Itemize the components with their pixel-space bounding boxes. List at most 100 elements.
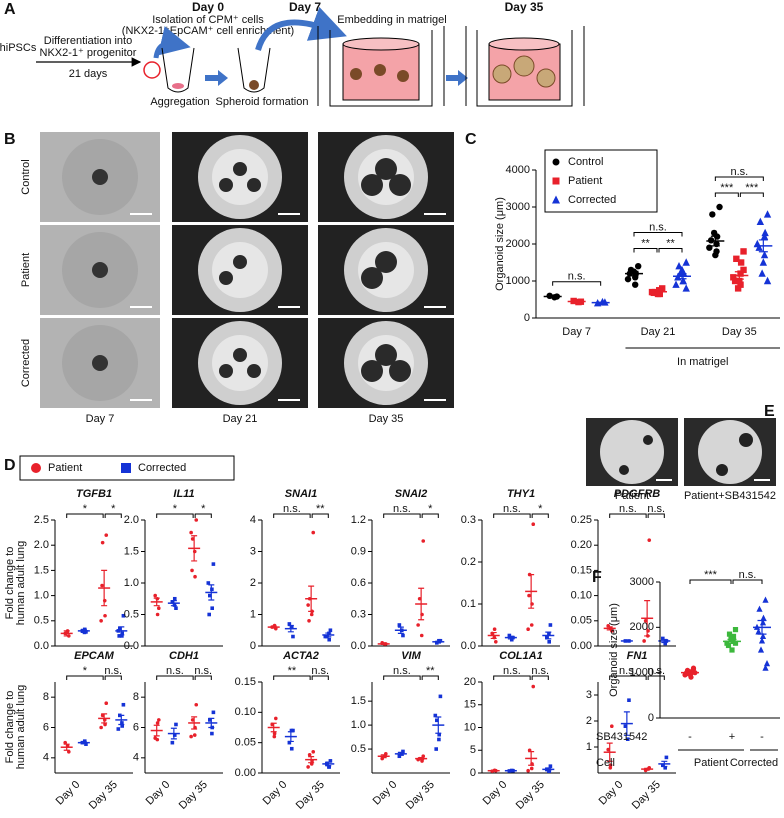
image-label: Patient+SB431542 <box>684 490 776 502</box>
y-tick-label: 0.0 <box>124 640 139 652</box>
data-point <box>632 274 639 281</box>
y-tick-label: 0.0 <box>34 640 49 652</box>
y-tick-label: 0.15 <box>235 676 256 688</box>
data-point <box>193 574 197 579</box>
data-point <box>726 631 733 637</box>
error-bar <box>191 716 198 730</box>
chart-title: EPCAM <box>74 650 115 662</box>
data-point <box>635 263 642 270</box>
data-point <box>737 281 744 288</box>
data-point <box>725 642 732 649</box>
data-point <box>437 732 441 737</box>
error-bar <box>661 760 668 768</box>
data-point <box>289 746 294 751</box>
significance-bracket <box>552 281 602 286</box>
y-tick-label: 1.5 <box>34 564 49 576</box>
data-point <box>194 518 199 522</box>
significance-bracket <box>421 675 439 680</box>
y-tick-label: 3 <box>250 545 256 557</box>
image-label: Patient <box>615 490 649 502</box>
significance-bracket <box>383 513 421 518</box>
micrograph <box>698 420 762 484</box>
data-point <box>728 636 734 642</box>
significance-label: n.s. <box>503 503 521 515</box>
error-bar <box>757 619 767 635</box>
error-bar <box>545 631 552 640</box>
row-label: Control <box>20 159 32 194</box>
y-tick-label: 1 <box>586 741 592 753</box>
significance-label: n.s. <box>619 665 637 677</box>
x-tick-label: Day 0 <box>54 779 83 808</box>
data-point <box>207 612 211 617</box>
data-point <box>737 259 745 266</box>
significance-label: n.s. <box>393 503 411 515</box>
y-tick-label: 1.0 <box>34 590 49 602</box>
y-tick-label: 6 <box>133 721 139 733</box>
error-bar <box>623 639 630 643</box>
data-point <box>664 755 669 760</box>
y-tick-label: 2.5 <box>34 514 49 526</box>
error-bar <box>623 711 630 736</box>
data-point <box>712 251 719 259</box>
error-bar <box>208 584 215 601</box>
data-point <box>552 177 560 185</box>
y-tick-label: 15 <box>464 699 476 711</box>
data-point <box>682 258 690 266</box>
y-tick-label: 0.10 <box>235 706 256 718</box>
data-point <box>67 749 71 754</box>
significance-bracket <box>104 513 122 518</box>
significance-label: * <box>83 665 88 677</box>
chart-title: PDGFRB <box>614 488 661 500</box>
table-cell: - <box>760 731 764 743</box>
data-point <box>548 623 553 627</box>
y-tick-label: 0.00 <box>571 640 592 652</box>
error-bar <box>677 273 687 280</box>
data-point <box>307 753 312 757</box>
error-bar <box>153 597 160 607</box>
y-tick-label: 3000 <box>506 201 530 213</box>
x-tick-label: Day 35 <box>87 779 120 812</box>
error-bar <box>661 638 668 644</box>
data-point <box>211 710 216 715</box>
column-label: Day 35 <box>369 413 404 425</box>
data-point <box>120 634 124 638</box>
significance-label: * <box>173 503 178 515</box>
data-point <box>100 540 105 545</box>
chart-title: VIM <box>401 650 421 662</box>
significance-label: *** <box>745 182 759 194</box>
organoid <box>219 271 233 285</box>
error-bar <box>308 756 315 764</box>
legend-label: Control <box>568 156 603 168</box>
organoid <box>361 267 383 289</box>
y-axis-label: Organoid size (μm) <box>608 603 620 697</box>
error-bar <box>80 628 87 633</box>
y-tick-label: 0.0 <box>351 640 366 652</box>
data-point <box>155 721 160 725</box>
data-point <box>672 280 680 288</box>
x-tick-label: Day 0 <box>597 779 626 808</box>
data-point <box>531 684 536 689</box>
table-cell: Patient <box>694 757 728 769</box>
data-point <box>730 274 737 281</box>
y-tick-label: 1 <box>250 608 256 620</box>
y-tick-label: 1000 <box>506 275 530 287</box>
chart-title: FN1 <box>627 650 648 662</box>
error-bar <box>80 741 87 745</box>
data-point <box>632 281 639 288</box>
panel-label: F <box>592 569 602 586</box>
data-point <box>732 627 739 633</box>
y-axis-label: Fold change to <box>4 547 16 620</box>
x-tick-label: Day 0 <box>481 779 510 808</box>
data-point <box>527 593 531 598</box>
error-bar <box>101 713 108 724</box>
significance-bracket <box>714 192 739 197</box>
data-point <box>328 759 333 763</box>
table-cell: - <box>688 731 692 743</box>
panel-label: B <box>4 131 16 148</box>
step-text: Aggregation <box>150 96 209 108</box>
row-label: Corrected <box>20 339 32 387</box>
data-point <box>206 581 211 585</box>
data-point <box>189 530 193 535</box>
data-point <box>309 612 314 617</box>
x-tick-label: Day 35 <box>722 326 757 338</box>
